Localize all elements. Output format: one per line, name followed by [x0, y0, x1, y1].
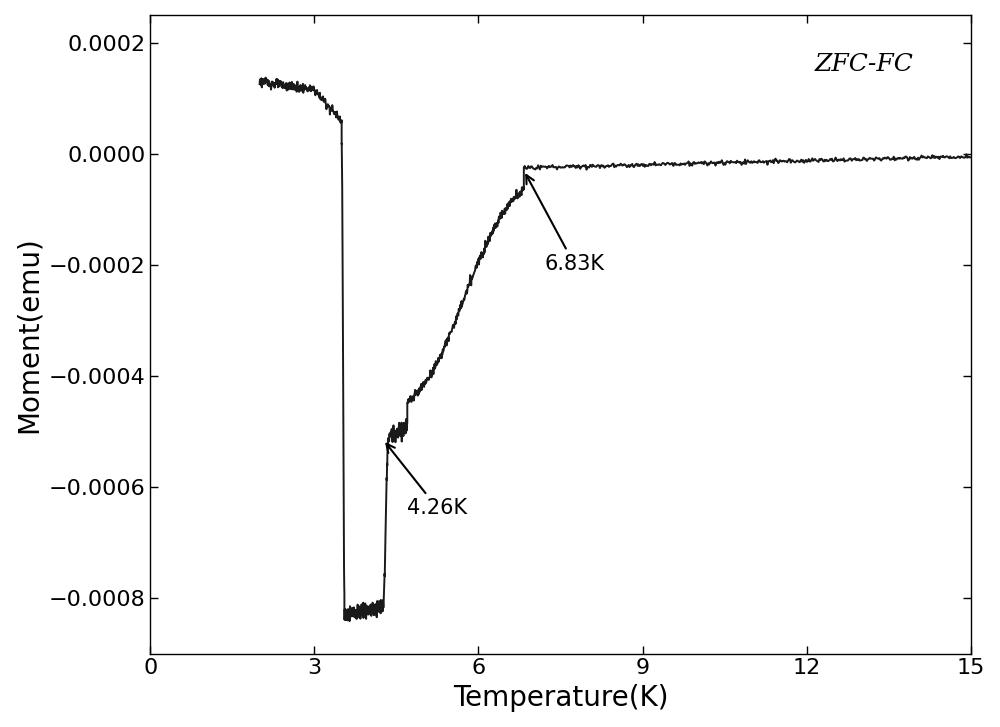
Text: 6.83K: 6.83K — [526, 175, 604, 274]
Y-axis label: Moment(emu): Moment(emu) — [15, 236, 43, 433]
Text: 4.26K: 4.26K — [386, 443, 467, 518]
X-axis label: Temperature(K): Temperature(K) — [453, 684, 668, 712]
Text: ZFC-FC: ZFC-FC — [814, 53, 913, 76]
